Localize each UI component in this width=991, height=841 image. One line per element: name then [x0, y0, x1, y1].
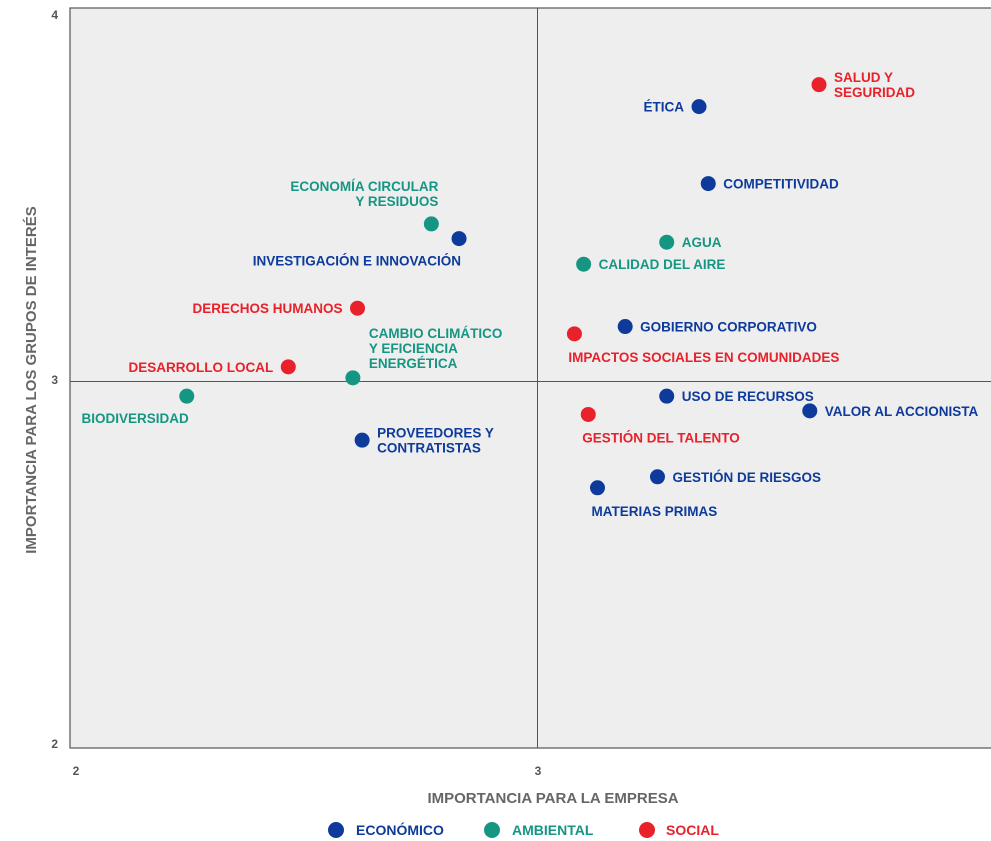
y-tick-label-2: 2	[51, 737, 58, 751]
data-point-calidad-del-aire	[576, 256, 592, 272]
x-tick-label-2: 2	[73, 764, 80, 778]
data-label-agua: AGUA	[682, 235, 722, 250]
legend-label-social: SOCIAL	[666, 822, 719, 838]
data-label-line: DERECHOS HUMANOS	[192, 301, 342, 316]
data-label-line: INVESTIGACIÓN E INNOVACIÓN	[253, 254, 461, 269]
legend-label-economico: ECONÓMICO	[356, 821, 444, 838]
data-label-competitividad: COMPETITIVIDAD	[723, 177, 839, 192]
data-label-line: Y EFICIENCIA	[369, 341, 458, 356]
data-point-uso-de-recursos	[659, 388, 675, 404]
data-point-proveedores-y-contratistas	[354, 432, 370, 448]
data-point-gestión-del-talento	[580, 406, 596, 422]
data-label-line: IMPACTOS SOCIALES EN COMUNIDADES	[568, 350, 839, 365]
data-label-line: CAMBIO CLIMÁTICO	[369, 326, 502, 341]
data-label-line: GOBIERNO CORPORATIVO	[640, 320, 817, 335]
data-point-materias-primas	[589, 480, 605, 496]
data-label-valor-al-accionista: VALOR AL ACCIONISTA	[825, 404, 979, 419]
data-label-gobierno-corporativo: GOBIERNO CORPORATIVO	[640, 320, 817, 335]
x-axis-title: IMPORTANCIA PARA LA EMPRESA	[427, 790, 678, 807]
data-label-impactos-sociales-en-comunidades: IMPACTOS SOCIALES EN COMUNIDADES	[568, 350, 839, 365]
data-point-impactos-sociales-en-comunidades	[566, 326, 582, 342]
y-axis-title: IMPORTANCIA PARA LOS GRUPOS DE INTERÉS	[23, 206, 40, 554]
data-point-gobierno-corporativo	[617, 319, 633, 335]
legend-marker-social	[639, 822, 655, 838]
y-tick-label-4: 4	[51, 8, 58, 22]
legend-label-ambiental: AMBIENTAL	[512, 822, 594, 838]
data-point-biodiversidad	[179, 388, 195, 404]
data-point-gestión-de-riesgos	[649, 469, 665, 485]
data-label-line: PROVEEDORES Y	[377, 426, 494, 441]
data-label-derechos-humanos: DERECHOS HUMANOS	[192, 301, 342, 316]
data-point-valor-al-accionista	[802, 403, 818, 419]
data-label-line: CONTRATISTAS	[377, 441, 481, 456]
data-label-line: ÉTICA	[644, 100, 685, 115]
data-label-line: BIODIVERSIDAD	[81, 411, 189, 426]
data-label-proveedores-y-contratistas: PROVEEDORES Y CONTRATISTAS	[377, 426, 494, 456]
data-label-line: Y RESIDUOS	[355, 194, 438, 209]
data-label-line: ENERGÉTICA	[369, 356, 458, 371]
data-point-derechos-humanos	[350, 300, 366, 316]
data-label-materias-primas: MATERIAS PRIMAS	[591, 504, 717, 519]
legend-marker-ambiental	[484, 822, 500, 838]
data-label-salud-y-seguridad: SALUD Y SEGURIDAD	[834, 70, 915, 100]
data-label-line: MATERIAS PRIMAS	[591, 504, 717, 519]
data-point-competitividad	[700, 176, 716, 192]
data-label-line: CALIDAD DEL AIRE	[599, 257, 726, 272]
data-label-biodiversidad: BIODIVERSIDAD	[81, 411, 189, 426]
data-point-investigación-e-innovación	[451, 231, 467, 247]
data-label-line: SALUD Y	[834, 70, 893, 85]
data-label-line: ECONOMÍA CIRCULAR	[290, 179, 438, 194]
data-point-economía-circular-y-residuos	[423, 216, 439, 232]
data-label-cambio-climático-y-eficiencia-energética: CAMBIO CLIMÁTICO Y EFICIENCIA ENERGÉTICA	[369, 326, 502, 371]
data-label-line: COMPETITIVIDAD	[723, 177, 839, 192]
data-label-uso-de-recursos: USO DE RECURSOS	[682, 389, 814, 404]
data-label-desarrollo-local: DESARROLLO LOCAL	[129, 360, 274, 375]
data-label-ética: ÉTICA	[644, 100, 685, 115]
data-label-gestión-del-talento: GESTIÓN DEL TALENTO	[582, 430, 740, 445]
data-point-agua	[659, 234, 675, 250]
data-label-line: USO DE RECURSOS	[682, 389, 814, 404]
legend-marker-economico	[328, 822, 344, 838]
data-points: ÉTICA SALUD Y SEGURIDAD COMPETITIVIDAD ECONO…	[81, 70, 978, 519]
data-label-line: AGUA	[682, 235, 722, 250]
plot-area	[69, 7, 991, 749]
data-point-desarrollo-local	[280, 359, 296, 375]
data-label-investigación-e-innovación: INVESTIGACIÓN E INNOVACIÓN	[253, 254, 461, 269]
data-label-gestión-de-riesgos: GESTIÓN DE RIESGOS	[672, 470, 821, 485]
data-label-line: GESTIÓN DEL TALENTO	[582, 430, 740, 445]
y-tick-label-3: 3	[51, 373, 58, 387]
data-label-calidad-del-aire: CALIDAD DEL AIRE	[599, 257, 726, 272]
legend: ECONÓMICO AMBIENTAL SOCIAL	[328, 821, 719, 838]
data-point-salud-y-seguridad	[811, 77, 827, 93]
data-label-line: DESARROLLO LOCAL	[129, 360, 274, 375]
data-label-line: VALOR AL ACCIONISTA	[825, 404, 979, 419]
data-point-ética	[691, 99, 707, 115]
data-label-line: SEGURIDAD	[834, 85, 915, 100]
data-point-cambio-climático-y-eficiencia-energética	[345, 370, 361, 386]
data-label-line: GESTIÓN DE RIESGOS	[672, 470, 821, 485]
data-label-economía-circular-y-residuos: ECONOMÍA CIRCULAR Y RESIDUOS	[290, 179, 438, 209]
x-tick-label-3: 3	[535, 764, 542, 778]
